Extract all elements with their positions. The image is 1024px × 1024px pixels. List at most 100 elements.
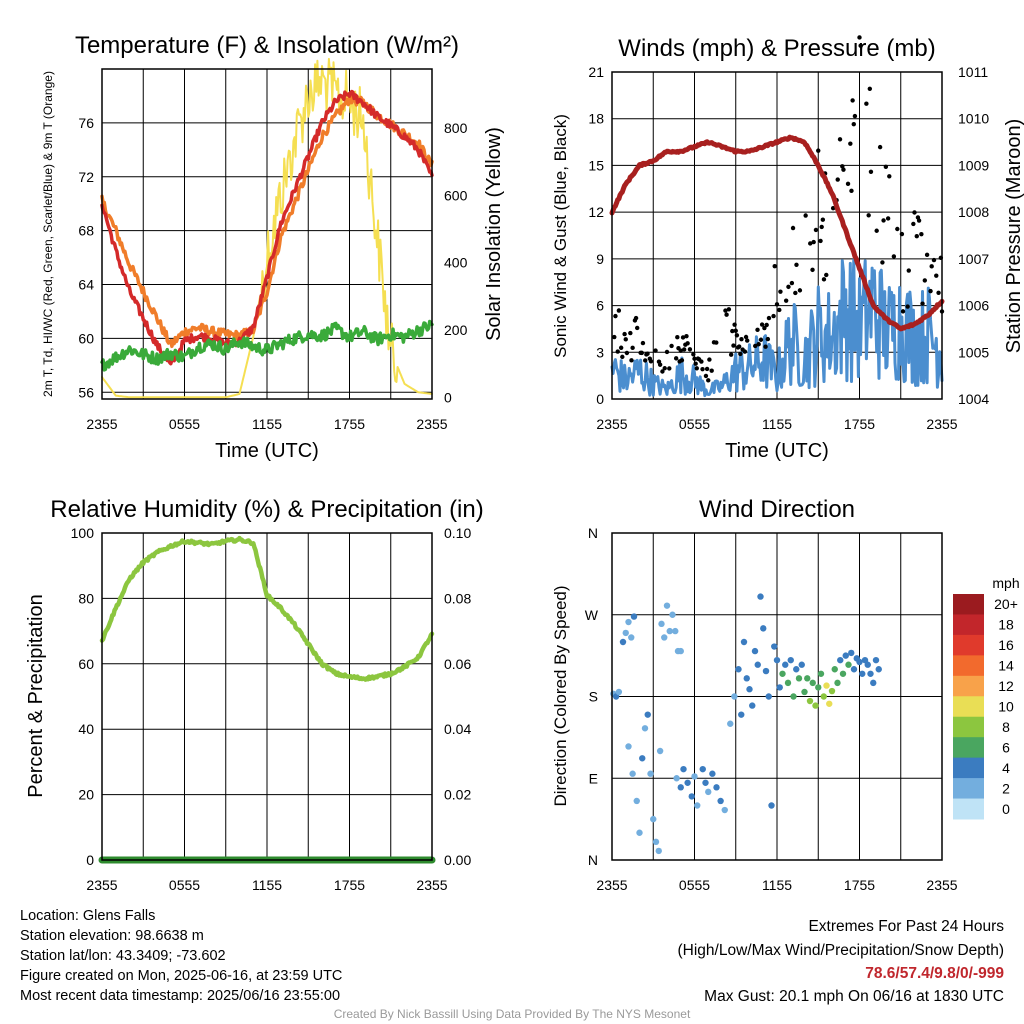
direction-point (804, 675, 811, 682)
created-text: Figure created on Mon, 2025-06-16, at 23… (20, 968, 343, 984)
x-tick-label: 1755 (844, 877, 875, 893)
gust-point (624, 350, 630, 356)
direction-point (859, 670, 866, 677)
y2-tick-label: 600 (444, 187, 468, 203)
extremes-values: 78.6/57.4/9.8/0/-999 (865, 965, 1004, 982)
y2-tick-label: 1006 (958, 298, 989, 314)
gust-point (734, 333, 740, 338)
direction-point (834, 679, 841, 687)
gust-point (732, 322, 737, 327)
colorbar-swatch (953, 614, 984, 636)
series-line (100, 93, 434, 349)
gust-point (914, 233, 919, 239)
gust-point (818, 238, 823, 244)
y-tick-label: 3 (596, 344, 604, 360)
gust-point (931, 257, 937, 263)
gust-point (743, 334, 749, 340)
colorbar-label: 0 (1002, 801, 1010, 817)
gust-point (867, 86, 873, 92)
y2-tick-label: 0.00 (444, 852, 471, 868)
direction-point (633, 797, 640, 805)
direction-point (727, 720, 734, 727)
gust-point (891, 254, 897, 259)
direction-point (760, 625, 767, 632)
rh-line (99, 535, 435, 682)
gust-point (723, 308, 728, 313)
gust-point (877, 144, 883, 150)
direction-point (625, 618, 632, 626)
colorbar-swatch (953, 737, 984, 759)
y2-tick-label: 0 (444, 389, 452, 405)
extremes-subtitle: (High/Low/Max Wind/Precipitation/Snow De… (677, 942, 1005, 959)
max-gust-text: Max Gust: 20.1 mph On 06/16 at 1830 UTC (704, 988, 1004, 1005)
gust-point (759, 322, 765, 327)
y-tick-label: 9 (596, 251, 604, 267)
colorbar-label: 16 (998, 637, 1014, 653)
x-tick-label: 1755 (334, 877, 365, 893)
y2-axis-label: Solar Insolation (Yellow) (483, 127, 505, 341)
gust-point (669, 343, 674, 349)
direction-point (828, 687, 836, 695)
colorbar-label: 2 (1002, 780, 1010, 796)
x-tick-label: 2355 (596, 416, 627, 432)
plot-border (101, 68, 433, 400)
colorbar-label: 8 (1002, 719, 1010, 735)
gust-point (845, 181, 851, 187)
direction-point (628, 634, 635, 641)
direction-point (837, 656, 844, 664)
series-line (100, 319, 434, 372)
gust-point (704, 366, 710, 372)
gust-point (758, 337, 764, 342)
direction-point (842, 652, 849, 659)
direction-point (721, 806, 728, 814)
gust-point (707, 357, 712, 362)
direction-point (823, 682, 830, 689)
x-tick-label: 1155 (762, 877, 792, 893)
x-tick-label: 2355 (596, 877, 627, 893)
direction-point (673, 775, 680, 782)
colorbar-swatch (953, 634, 984, 656)
y-tick-label: 6 (596, 298, 604, 314)
gust-point (628, 330, 633, 336)
gust-point (816, 148, 821, 153)
gust-point (730, 328, 735, 334)
gust-point (645, 351, 650, 356)
direction-point (856, 658, 863, 666)
colorbar-label: 6 (1002, 739, 1010, 755)
y-tick-label: 21 (588, 64, 604, 80)
direction-point (655, 847, 662, 855)
direction-point (731, 693, 738, 700)
direction-point (622, 629, 629, 637)
gust-point (629, 358, 634, 363)
direction-point (688, 793, 695, 800)
gust-point (824, 272, 829, 278)
direction-point (864, 661, 871, 668)
gust-point (762, 325, 767, 331)
gust-point (852, 113, 858, 119)
colorbar-title: mph (992, 575, 1019, 591)
x-tick-label: 1155 (762, 416, 792, 432)
gust-point (885, 216, 891, 221)
direction-point (762, 667, 770, 675)
direction-point (680, 765, 687, 773)
gust-point (790, 225, 796, 231)
y-tick-label: 12 (588, 204, 604, 220)
gust-point (726, 307, 732, 312)
colorbar-swatch (953, 675, 984, 697)
panel-title: Relative Humidity (%) & Precipitation (i… (50, 496, 483, 523)
gust-point (745, 338, 750, 343)
y2-tick-label: 1005 (958, 344, 989, 360)
gust-point (881, 218, 886, 223)
x-tick-label: 0555 (169, 877, 200, 893)
y-tick-label: 20 (78, 787, 94, 803)
gust-point (783, 298, 789, 303)
gust-point (936, 290, 941, 296)
series-line (101, 57, 433, 399)
gust-point (660, 369, 665, 374)
gust-point (764, 322, 769, 328)
direction-point (644, 711, 651, 718)
direction-point (717, 797, 724, 805)
x-tick-label: 2355 (416, 416, 447, 432)
gust-point (895, 226, 900, 232)
gust-point (664, 349, 670, 355)
